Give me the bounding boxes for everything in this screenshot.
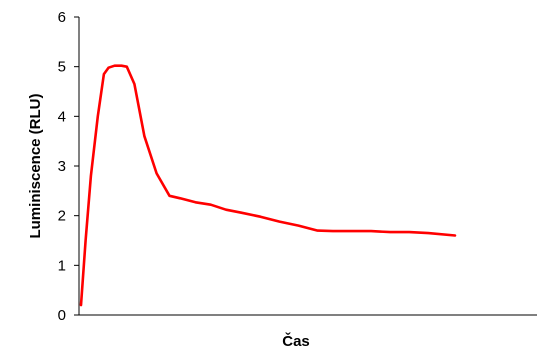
y-tick-label: 2 xyxy=(58,208,66,225)
plot-area: 0 1 2 3 4 5 6 xyxy=(58,9,537,324)
y-axis-title: Luminiscence (RLU) xyxy=(27,93,44,238)
y-tick-label: 6 xyxy=(58,9,66,26)
y-tick-label: 5 xyxy=(58,59,66,76)
series-layer xyxy=(79,64,457,307)
y-tick-label: 3 xyxy=(58,158,66,175)
x-axis-title: Čas xyxy=(282,332,310,350)
y-tick-label: 1 xyxy=(58,257,66,274)
y-axis-tick-labels: 0 1 2 3 4 5 6 xyxy=(58,9,66,324)
y-tick-label: 0 xyxy=(58,307,66,324)
series-line-0 xyxy=(79,64,457,307)
y-tick-label: 4 xyxy=(58,108,66,125)
y-axis-ticks xyxy=(74,16,79,316)
